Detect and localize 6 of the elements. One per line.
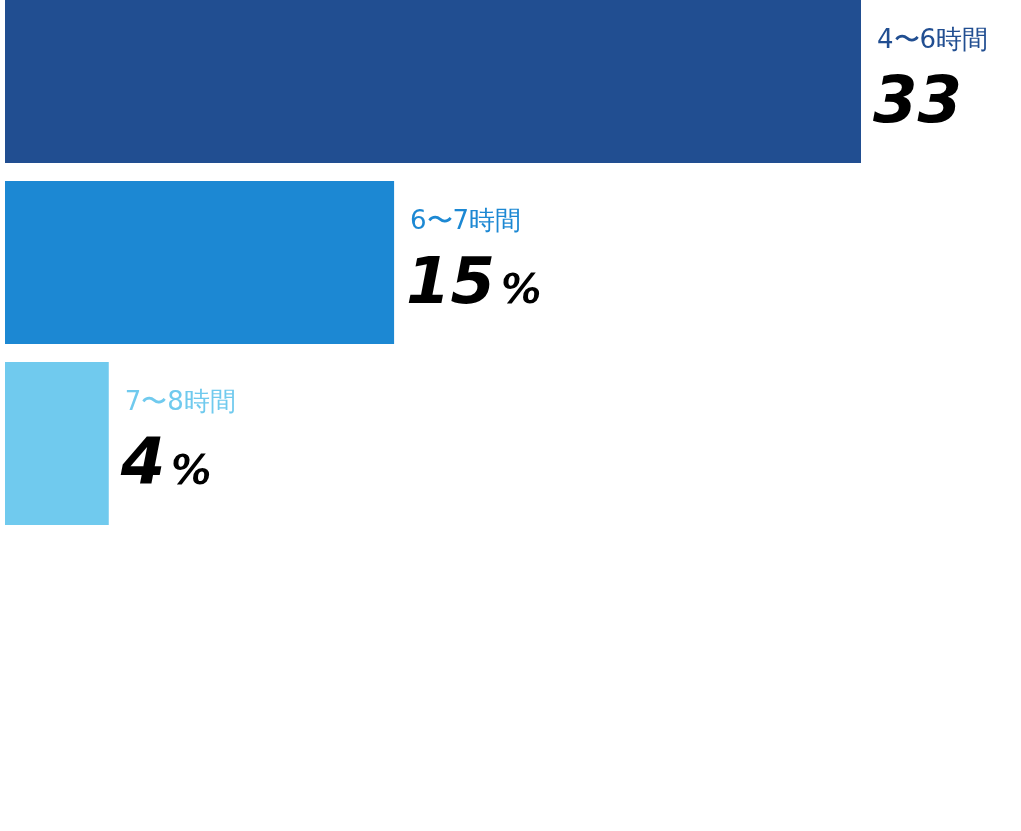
y-tick-label: 6〜7時間 — [410, 205, 522, 235]
data-label: 33 — [873, 63, 963, 137]
data-label: 15% — [406, 244, 542, 318]
y-tick-label: 4〜6時間 — [877, 24, 989, 54]
data-label: 4% — [119, 425, 212, 499]
y-tick-label: 7〜8時間 — [124, 386, 236, 416]
